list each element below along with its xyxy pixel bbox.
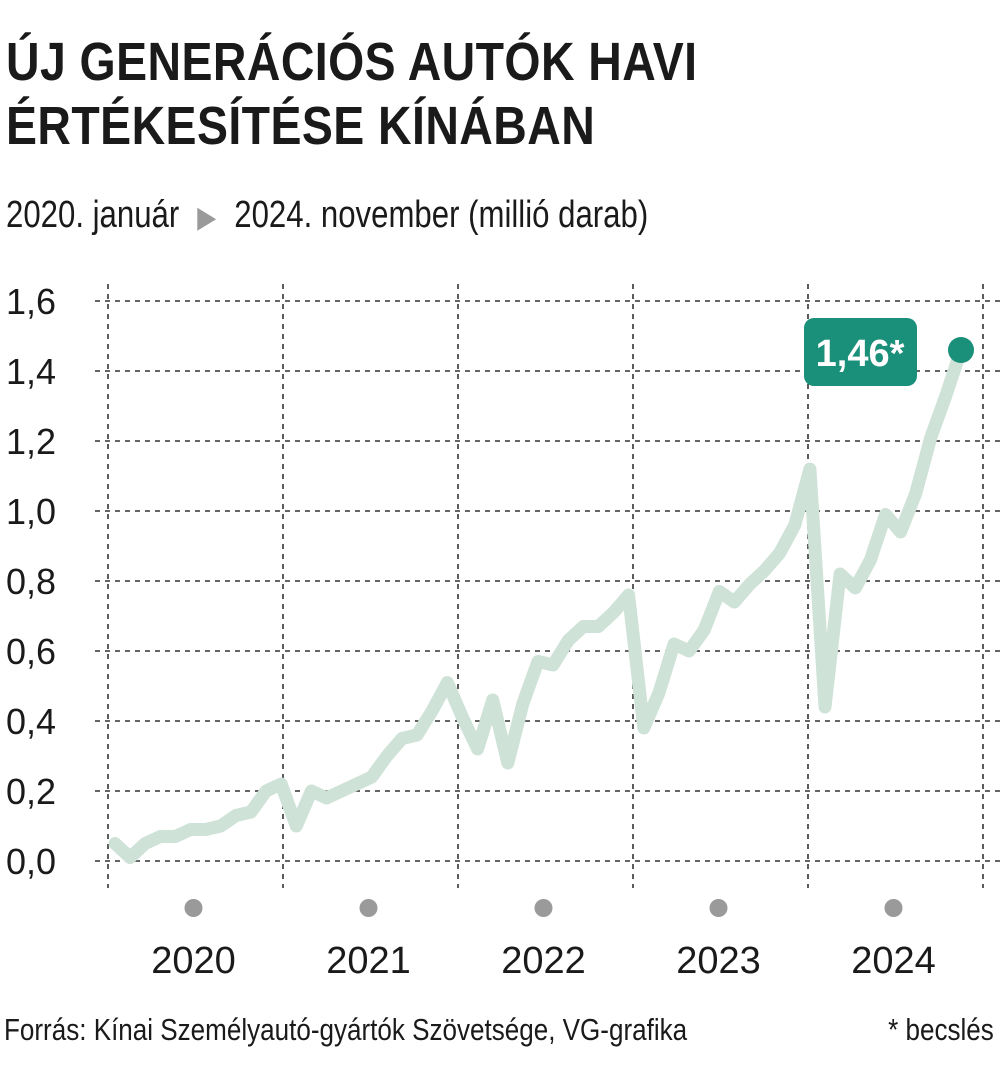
y-tick-label: 1,6 bbox=[6, 281, 56, 322]
year-dot-icon bbox=[184, 899, 203, 917]
x-tick-label: 2024 bbox=[851, 940, 936, 982]
y-tick-label: 0,6 bbox=[6, 631, 56, 672]
chart-title: ÚJ GENERÁCIÓS AUTÓK HAVI ÉRTÉKESÍTÉSE KÍ… bbox=[6, 30, 857, 158]
year-dot-icon bbox=[884, 899, 903, 917]
x-axis-years: 2020 2021 2022 2023 2024 bbox=[151, 899, 936, 982]
value-label-box bbox=[804, 318, 917, 386]
year-dot-icon bbox=[709, 899, 728, 917]
estimate-note: * becslés bbox=[888, 1012, 994, 1047]
x-tick-label: 2023 bbox=[676, 940, 761, 982]
subtitle-end: 2024. november (millió darab) bbox=[234, 194, 649, 236]
chart-subtitle: 2020. január ▶ 2024. november (millió dara… bbox=[6, 190, 648, 240]
x-tick-label: 2022 bbox=[501, 940, 586, 982]
x-tick-label: 2021 bbox=[326, 940, 411, 982]
y-tick-label: 0,4 bbox=[6, 701, 56, 742]
value-label: 1,46* bbox=[816, 333, 905, 375]
last-point-marker bbox=[948, 337, 974, 363]
x-tick-label: 2020 bbox=[151, 940, 236, 982]
y-tick-label: 1,0 bbox=[6, 491, 56, 532]
y-tick-label: 0,8 bbox=[6, 561, 56, 602]
y-tick-label: 1,2 bbox=[6, 421, 56, 462]
line-chart: 0,0 0,2 0,4 0,6 0,8 1,0 1,2 1,4 1,6 2020 2021 2022… bbox=[6, 281, 1000, 982]
y-tick-label: 0,0 bbox=[6, 841, 56, 882]
highlight-group: 1,46* bbox=[804, 318, 974, 386]
series-line bbox=[108, 343, 968, 864]
year-dot-icon bbox=[359, 899, 378, 917]
y-tick-label: 1,4 bbox=[6, 351, 56, 392]
subtitle-start: 2020. január bbox=[6, 194, 180, 236]
year-dot-icon bbox=[534, 899, 553, 917]
y-axis-ticks: 0,0 0,2 0,4 0,6 0,8 1,0 1,2 1,4 1,6 bbox=[6, 281, 56, 882]
title-line-1: ÚJ GENERÁCIÓS AUTÓK HAVI bbox=[6, 32, 698, 92]
y-tick-label: 0,2 bbox=[6, 771, 56, 812]
triangle-right-icon: ▶ bbox=[197, 201, 217, 234]
series-group bbox=[108, 343, 968, 864]
source-note: Forrás: Kínai Személyautó-gyártók Szövet… bbox=[4, 1012, 688, 1047]
title-line-2: ÉRTÉKESÍTÉSE KÍNÁBAN bbox=[6, 96, 596, 156]
